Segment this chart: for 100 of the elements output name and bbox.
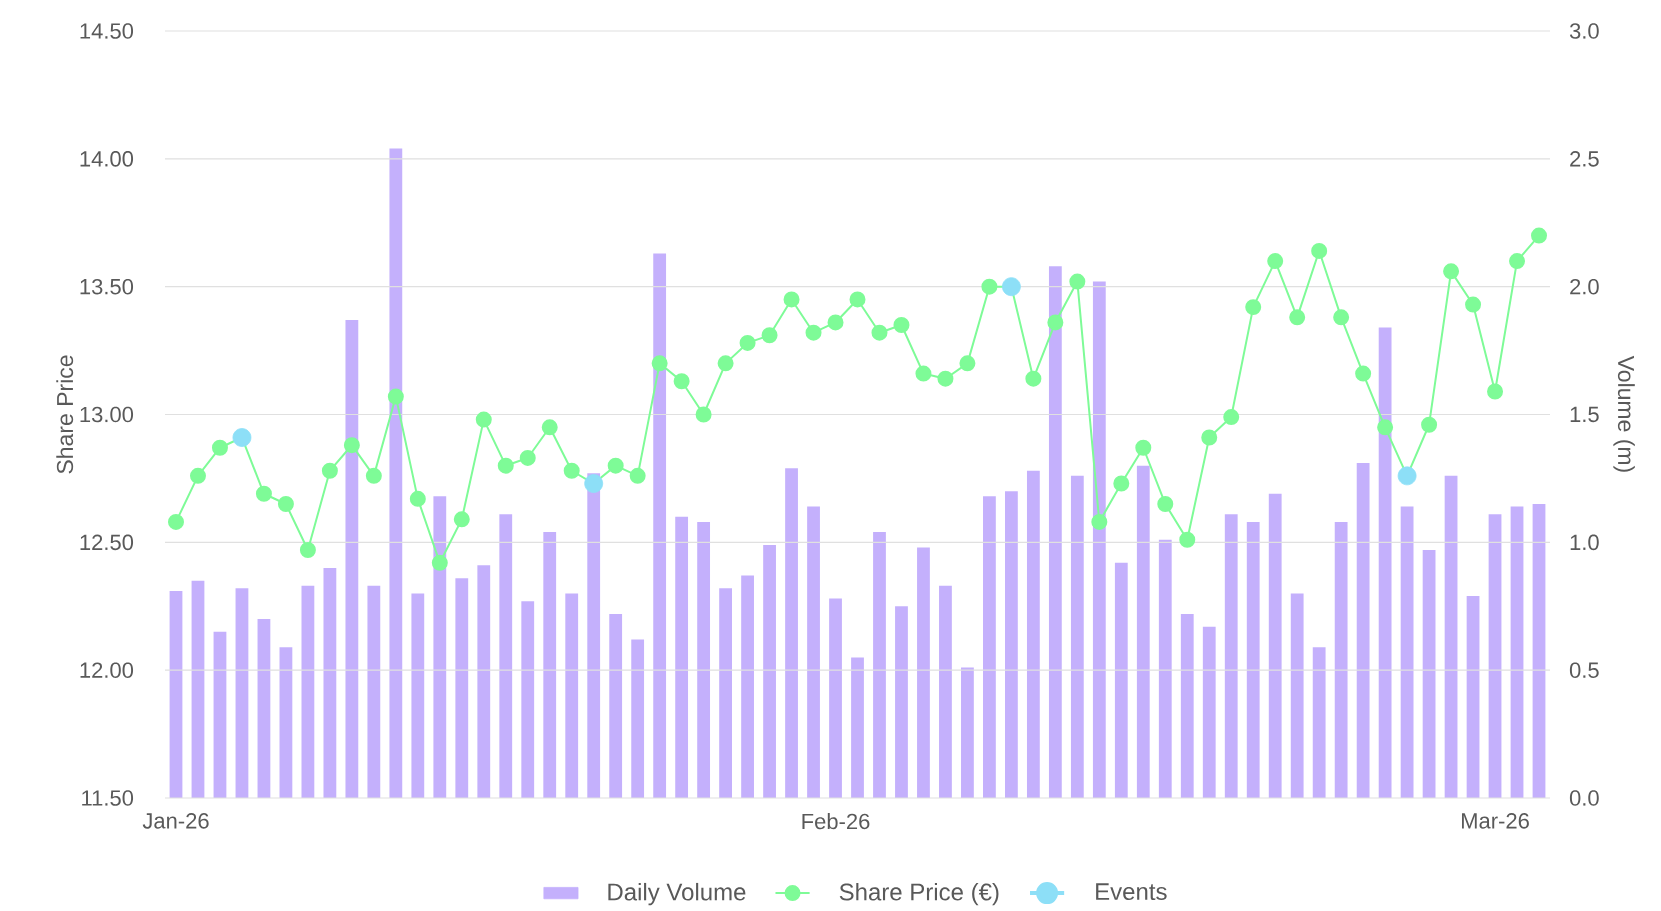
legend-label: Events <box>1096 883 1167 900</box>
bar <box>609 613 623 798</box>
bar <box>213 631 227 798</box>
point <box>255 485 272 502</box>
y-tick-label: 12.00 <box>80 662 134 678</box>
bar <box>1092 281 1106 798</box>
bar <box>1004 491 1018 798</box>
bar <box>1246 521 1260 798</box>
point <box>1355 365 1372 382</box>
point <box>1157 495 1174 512</box>
bar <box>301 585 315 798</box>
point <box>343 437 360 454</box>
point <box>1509 252 1526 269</box>
point <box>475 411 492 428</box>
bar <box>543 531 557 798</box>
point <box>1465 296 1482 313</box>
bar <box>1488 514 1502 798</box>
bar <box>521 601 535 798</box>
bar <box>1532 503 1546 798</box>
bar <box>1202 626 1216 798</box>
point <box>519 449 536 466</box>
point <box>1091 513 1108 530</box>
x-tick-label: Feb-26 <box>802 812 870 830</box>
bar <box>279 647 293 798</box>
x-tick-label: Mar-26 <box>1462 812 1529 829</box>
point <box>1377 419 1394 436</box>
point <box>937 370 954 387</box>
point <box>1223 408 1240 425</box>
bar <box>741 575 754 798</box>
bar <box>807 506 820 798</box>
bar <box>1070 475 1084 798</box>
bar <box>1400 506 1414 798</box>
bar <box>785 468 798 798</box>
point <box>607 457 624 474</box>
point <box>1245 298 1262 315</box>
point <box>497 457 514 474</box>
y2-tick-label: 3.0 <box>1569 23 1599 39</box>
point <box>1333 309 1350 326</box>
bar <box>1290 593 1304 798</box>
point <box>453 511 470 528</box>
bar <box>961 667 974 798</box>
bar <box>367 585 381 798</box>
bar <box>499 514 513 798</box>
point <box>915 365 932 382</box>
bar <box>895 606 908 798</box>
bar <box>169 590 183 798</box>
bar <box>1444 475 1458 798</box>
bar <box>433 496 447 798</box>
y2-tick-label: 2.5 <box>1570 150 1599 167</box>
point <box>981 278 998 295</box>
bar <box>1158 539 1172 798</box>
point <box>563 462 580 479</box>
y-tick-label: 14.50 <box>80 23 134 39</box>
y-tick-label: 14.00 <box>80 150 134 167</box>
y2-axis-title: Volume (m) <box>1613 355 1635 472</box>
bar <box>829 598 842 798</box>
legend-label: Share Price (€) <box>839 882 999 906</box>
bar <box>1312 647 1326 798</box>
y2-tick-label: 1.0 <box>1570 534 1599 550</box>
bar <box>1378 327 1392 798</box>
point <box>431 554 448 571</box>
point <box>805 324 822 341</box>
bar <box>1048 266 1062 798</box>
bar <box>697 521 711 798</box>
point <box>1289 309 1306 326</box>
point <box>299 541 316 558</box>
point <box>1113 475 1130 492</box>
bar <box>587 473 601 798</box>
point <box>1487 383 1504 400</box>
bar <box>653 253 667 798</box>
bar <box>1356 462 1370 798</box>
y-axis-title: Share Price <box>56 355 74 474</box>
point <box>673 373 690 390</box>
y2-tick-label: 2.0 <box>1570 278 1599 295</box>
point <box>651 355 668 372</box>
point <box>783 291 800 308</box>
y2-tick-label: 1.5 <box>1570 406 1599 423</box>
y2-tick-label: 0.5 <box>1569 662 1599 678</box>
point <box>827 314 844 331</box>
bar <box>675 516 689 798</box>
bar <box>631 639 645 798</box>
bar <box>1268 493 1282 798</box>
point <box>629 467 646 484</box>
point <box>1201 429 1218 446</box>
bar <box>873 531 886 798</box>
point <box>739 334 756 351</box>
bar <box>1334 521 1348 798</box>
point <box>1443 263 1460 280</box>
bar <box>1224 514 1238 798</box>
bar <box>191 580 205 798</box>
bar <box>257 618 271 798</box>
point <box>1267 252 1284 269</box>
point <box>1179 531 1196 548</box>
bar <box>455 577 469 798</box>
point <box>695 406 712 423</box>
point <box>871 324 888 341</box>
point <box>167 513 184 530</box>
point <box>387 388 404 405</box>
point <box>189 467 206 484</box>
bar <box>389 148 403 798</box>
